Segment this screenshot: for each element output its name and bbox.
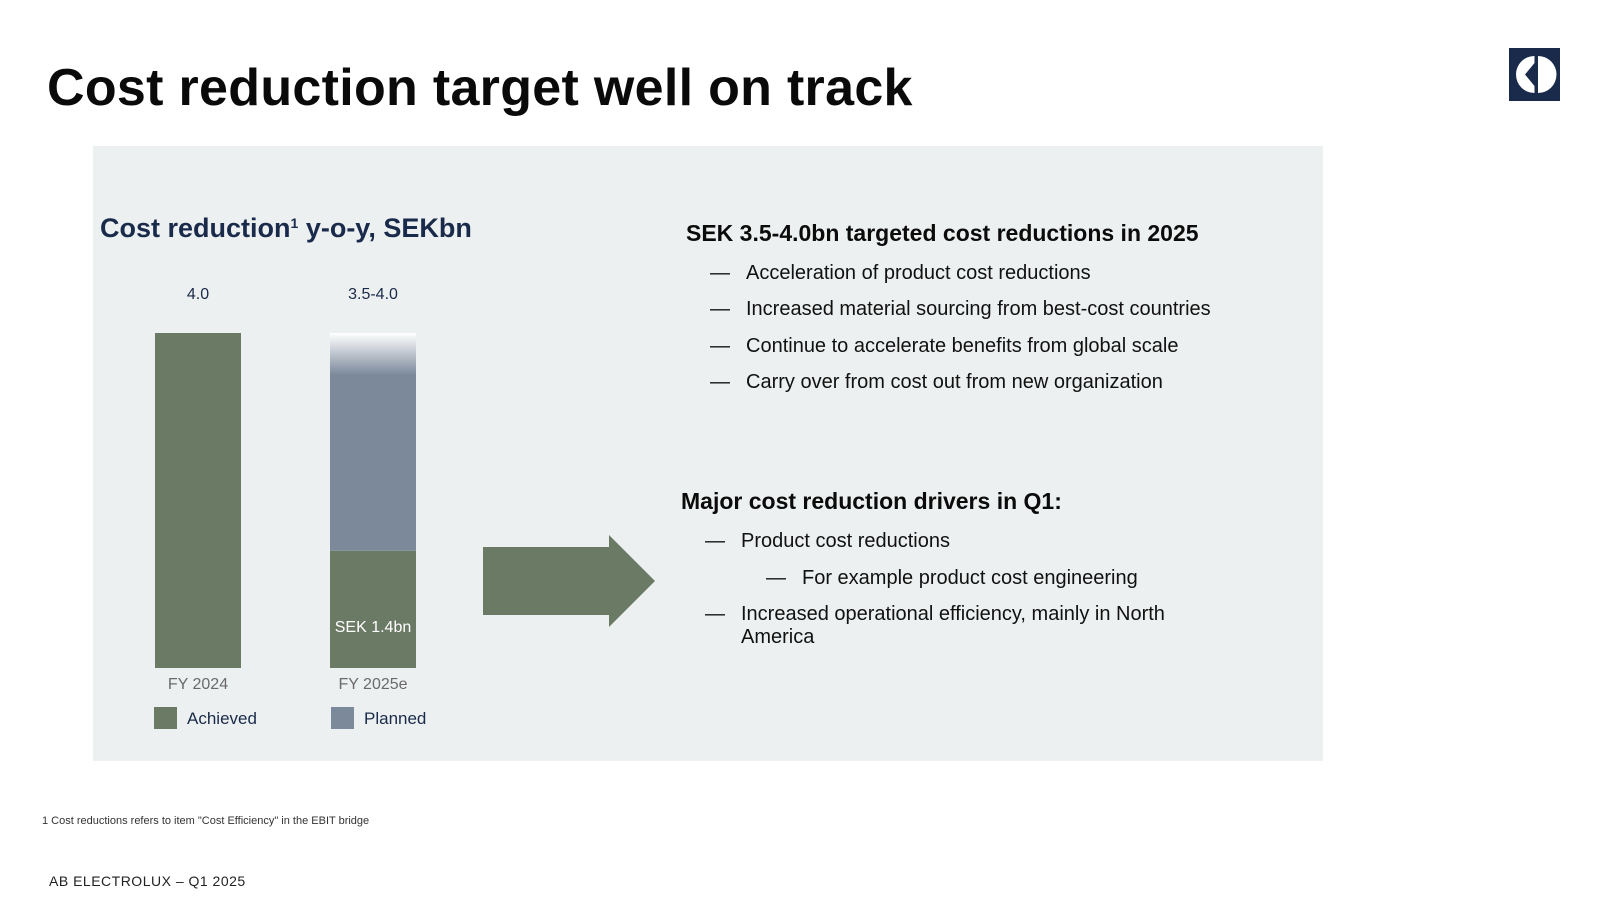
segment-label-0: SEK 1.4bn [335,619,412,636]
bullet-dash: — [710,262,730,284]
legend-label-planned: Planned [364,709,426,728]
logo-right-mark [1538,56,1557,93]
cost-reduction-chart: 4.0 FY 2024 3.5-4.0 FY 2025e SEK 1.4bn Achiev… [154,286,426,729]
logo-left-mark [1516,56,1535,93]
bullet-text: For example product cost engineering [802,567,1138,589]
chart-title-rest: y-o-y, SEKbn [298,213,472,243]
bar-range-band-1 [330,333,416,375]
footer: AB ELECTROLUX – Q1 2025 [49,873,246,889]
bullet-dash: — [710,371,730,393]
section1-bullet-1: — Acceleration of product cost reductions [710,262,1091,285]
bullet-dash: — [710,298,730,320]
legend-swatch-achieved [154,707,177,729]
bullet-dash: — [710,335,730,357]
arrow-icon [483,535,655,627]
bullet-text: Carry over from cost out from new organi… [746,371,1163,393]
bullet-text: Increased material sourcing from best-co… [746,298,1211,320]
category-label-0: FY 2024 [168,676,228,693]
bar-achieved-1 [330,550,416,668]
bullet-text: Acceleration of product cost reductions [746,262,1091,284]
bullet-text: Continue to accelerate benefits from glo… [746,335,1179,357]
bullet-text: Product cost reductions [741,530,950,552]
section1-bullet-3: — Continue to accelerate benefits from gl… [710,335,1178,358]
bullet-text: Increased operational efficiency, mainly… [741,603,1165,648]
section1-title: SEK 3.5-4.0bn targeted cost reductions i… [686,220,1199,246]
chart-title-main: Cost reduction [100,213,291,243]
legend-swatch-planned [331,707,354,729]
bullet-dash: — [766,567,786,589]
content-panel [93,146,1323,761]
section2-bullet-2: — Increased operational efficiency, mainl… [705,603,1181,649]
chart-title-footnote-marker: 1 [290,215,299,231]
bullet-dash: — [705,603,725,625]
section2-bullet-1: — Product cost reductions [705,530,950,553]
electrolux-logo [1509,48,1560,101]
category-label-1: FY 2025e [338,676,407,693]
section2-title: Major cost reduction drivers in Q1: [681,488,1062,514]
total-label-0: 4.0 [187,286,209,303]
legend-label-achieved: Achieved [187,709,257,728]
footnote: 1 Cost reductions refers to item "Cost E… [42,815,370,827]
section1-bullet-2: — Increased material sourcing from best-c… [710,298,1211,321]
bar-achieved-0 [155,333,241,668]
bullet-dash: — [705,530,725,552]
section1-bullet-4: — Carry over from cost out from new organ… [710,371,1163,394]
section2-sub-bullet: — For example product cost engineering [766,567,1138,590]
total-label-1: 3.5-4.0 [348,286,398,303]
chart-title: Cost reduction1 y-o-y, SEKbn [100,213,472,244]
bar-planned-1 [330,353,416,551]
page-title: Cost reduction target well on track [47,59,913,117]
